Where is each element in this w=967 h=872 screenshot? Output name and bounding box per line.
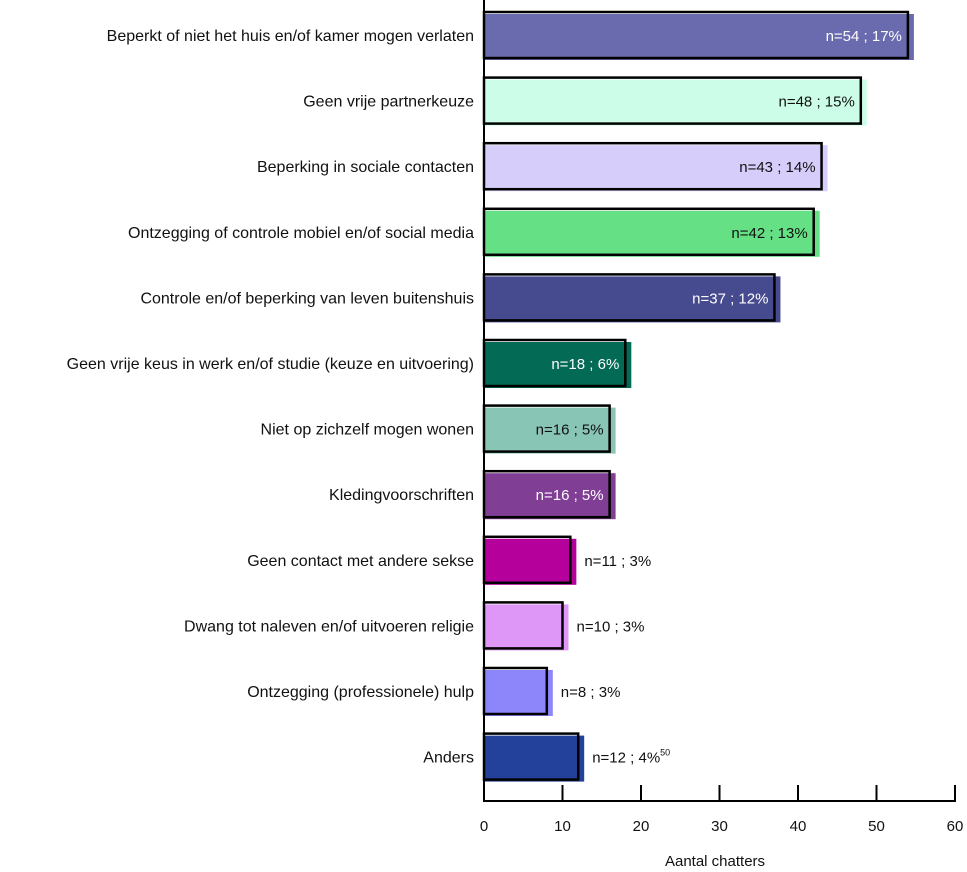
- data-label: n=16 ; 5%: [536, 487, 604, 504]
- category-labels-group: Beperkt of niet het huis en/of kamer mog…: [67, 28, 474, 767]
- category-label: Ontzegging (professionele) hulp: [247, 684, 474, 701]
- data-label: n=8 ; 3%: [561, 684, 621, 701]
- bar-fill: [485, 670, 553, 716]
- data-label: n=10 ; 3%: [577, 618, 645, 635]
- footnote-mark: 50: [660, 748, 670, 758]
- data-labels-group: n=54 ; 17% n=48 ; 15% n=43 ; 14% n=42 ; 13%…: [536, 28, 902, 767]
- bar-fill: [485, 604, 569, 651]
- bar-fill: [485, 79, 867, 126]
- category-label: Geen vrije partnerkeuze: [303, 94, 474, 111]
- bar-fill: [485, 342, 632, 388]
- category-label: Anders: [423, 750, 474, 767]
- data-label: n=54 ; 17%: [826, 28, 902, 45]
- bar-fill: [485, 210, 820, 257]
- x-tick-label: 10: [554, 818, 571, 835]
- data-label: n=48 ; 15%: [778, 94, 854, 111]
- data-label: n=37 ; 12%: [692, 290, 768, 307]
- x-tick-label: 0: [480, 818, 488, 835]
- data-label: n=12 ; 4%50: [592, 748, 670, 767]
- bars-group: [482, 10, 914, 782]
- bar-fill: [485, 735, 585, 782]
- bar-fill: [485, 473, 616, 520]
- category-label: Controle en/of beperking van leven buite…: [140, 290, 474, 307]
- bar-fill: [485, 14, 914, 60]
- data-label: n=43 ; 14%: [739, 159, 815, 176]
- category-label: Kledingvoorschriften: [329, 487, 474, 504]
- category-label: Niet op zichzelf mogen wonen: [261, 422, 474, 439]
- data-label: n=11 ; 3%: [584, 553, 651, 570]
- x-tick-label: 50: [868, 818, 885, 835]
- category-label: Beperkt of niet het huis en/of kamer mog…: [107, 28, 474, 45]
- bar-fill: [485, 407, 616, 454]
- data-label: n=16 ; 5%: [536, 422, 604, 439]
- category-label: Geen vrije keus in werk en/of studie (ke…: [67, 356, 474, 373]
- x-tick-label: 60: [947, 818, 964, 835]
- x-axis: 0 10 20 30 40 50 60: [480, 0, 964, 835]
- x-axis-label: Aantal chatters: [665, 853, 765, 870]
- data-label: n=18 ; 6%: [551, 356, 619, 373]
- category-label: Ontzegging of controle mobiel en/of soci…: [128, 225, 474, 242]
- category-label: Geen contact met andere sekse: [247, 553, 474, 570]
- x-ticks-group: 0 10 20 30 40 50 60: [480, 785, 964, 835]
- x-tick-label: 20: [633, 818, 650, 835]
- category-label: Beperking in sociale contacten: [257, 159, 474, 176]
- x-tick-label: 30: [711, 818, 728, 835]
- bar-fill: [485, 276, 781, 323]
- data-label: n=42 ; 13%: [731, 225, 807, 242]
- bar-fill: [485, 538, 577, 585]
- category-label: Dwang tot naleven en/of uitvoeren religi…: [184, 618, 474, 635]
- x-tick-label: 40: [790, 818, 807, 835]
- bar-fill: [485, 145, 828, 192]
